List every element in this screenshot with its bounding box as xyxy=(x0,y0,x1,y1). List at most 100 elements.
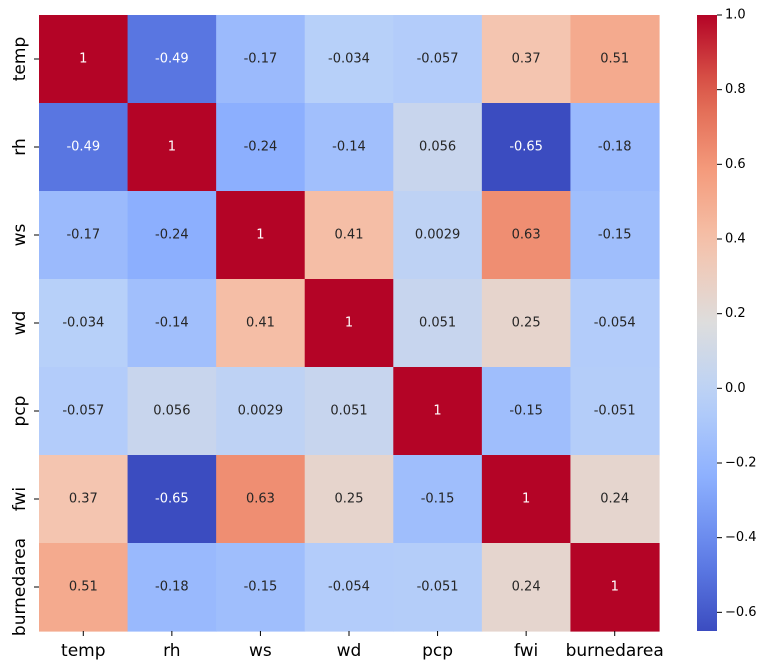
cell-value-pcp-pcp: 1 xyxy=(433,404,441,419)
cell-value-wd-fwi: 0.25 xyxy=(512,316,541,331)
colorbar-tick-label-2: 0.6 xyxy=(725,157,746,172)
heatmap-cell-rh-ws xyxy=(216,103,306,192)
heatmap-cell-fwi-burnedarea xyxy=(570,455,660,544)
y-tick-label-temp: temp xyxy=(10,37,30,81)
heatmap-cell-burnedarea-pcp xyxy=(393,543,483,632)
heatmap-cell-wd-ws xyxy=(216,279,306,368)
cell-value-burnedarea-burnedarea: 1 xyxy=(611,580,619,595)
cell-value-rh-fwi: -0.65 xyxy=(509,140,543,155)
heatmap-cell-rh-wd xyxy=(304,103,394,192)
heatmap-cell-ws-ws xyxy=(216,191,306,280)
heatmap-cell-pcp-pcp xyxy=(393,367,483,456)
cell-value-fwi-fwi: 1 xyxy=(522,492,530,507)
x-tick-label-pcp: pcp xyxy=(422,641,453,661)
heatmap-cell-fwi-pcp xyxy=(393,455,483,544)
x-tick-label-rh: rh xyxy=(163,641,180,661)
x-tick-label-temp: temp xyxy=(61,641,105,661)
cell-value-temp-ws: -0.17 xyxy=(244,52,278,67)
cell-value-burnedarea-wd: -0.054 xyxy=(328,580,370,595)
cell-value-rh-pcp: 0.056 xyxy=(419,140,456,155)
cell-value-fwi-ws: 0.63 xyxy=(246,492,275,507)
cell-value-temp-wd: -0.034 xyxy=(328,52,370,67)
heatmap-cell-pcp-ws xyxy=(216,367,306,456)
heatmap-cell-temp-burnedarea xyxy=(570,15,660,104)
cell-value-temp-temp: 1 xyxy=(79,52,87,67)
heatmap-cell-fwi-wd xyxy=(304,455,394,544)
cell-value-wd-burnedarea: -0.054 xyxy=(594,316,636,331)
colorbar-tick-label-1: 0.8 xyxy=(725,82,746,97)
heatmap-cell-temp-pcp xyxy=(393,15,483,104)
cell-value-rh-ws: -0.24 xyxy=(244,140,278,155)
heatmap-cell-ws-fwi xyxy=(481,191,572,280)
heatmap-cell-wd-temp xyxy=(39,279,129,368)
heatmap-cell-fwi-ws xyxy=(216,455,306,544)
cell-value-burnedarea-rh: -0.18 xyxy=(155,580,189,595)
y-tick-label-pcp: pcp xyxy=(10,396,30,427)
colorbar-tick-label-6: −0.2 xyxy=(725,456,757,471)
x-tick-label-burnedarea: burnedarea xyxy=(566,641,664,661)
heatmap-cell-pcp-fwi xyxy=(481,367,572,456)
heatmap-cell-rh-rh xyxy=(127,103,217,192)
colorbar-tick-label-4: 0.2 xyxy=(725,306,746,321)
cell-value-ws-burnedarea: -0.15 xyxy=(598,228,632,243)
cell-value-wd-pcp: 0.051 xyxy=(419,316,456,331)
heatmap-cell-burnedarea-ws xyxy=(216,543,306,632)
cell-value-fwi-wd: 0.25 xyxy=(335,492,364,507)
heatmap-cell-burnedarea-fwi xyxy=(481,543,572,632)
heatmap-cell-temp-rh xyxy=(127,15,217,104)
cell-value-pcp-ws: 0.0029 xyxy=(238,404,284,419)
y-tick-label-ws: ws xyxy=(10,223,30,246)
y-tick-label-fwi: fwi xyxy=(10,487,30,511)
heatmap-cell-temp-wd xyxy=(304,15,394,104)
heatmap-cell-fwi-rh xyxy=(127,455,217,544)
cell-value-rh-burnedarea: -0.18 xyxy=(598,140,632,155)
heatmap-cell-ws-pcp xyxy=(393,191,483,280)
y-tick-label-rh: rh xyxy=(10,138,30,155)
cell-value-temp-fwi: 0.37 xyxy=(512,52,541,67)
heatmap-cell-temp-temp xyxy=(39,15,129,104)
cell-value-fwi-temp: 0.37 xyxy=(69,492,98,507)
cell-value-ws-wd: 0.41 xyxy=(335,228,364,243)
cell-value-pcp-fwi: -0.15 xyxy=(509,404,543,419)
y-axis: temp rh ws wd pcp fwi burnedarea xyxy=(10,37,39,636)
y-tick-label-burnedarea: burnedarea xyxy=(10,538,30,636)
cell-value-wd-wd: 1 xyxy=(345,316,353,331)
cell-value-temp-pcp: -0.057 xyxy=(417,52,459,67)
cell-value-wd-rh: -0.14 xyxy=(155,316,189,331)
colorbar-tick-label-5: 0.0 xyxy=(725,381,746,396)
cell-value-pcp-temp: -0.057 xyxy=(62,404,104,419)
heatmap-cell-burnedarea-temp xyxy=(39,543,129,632)
cell-value-pcp-burnedarea: -0.051 xyxy=(594,404,636,419)
heatmap-cell-wd-burnedarea xyxy=(570,279,660,368)
heatmap-cell-burnedarea-wd xyxy=(304,543,394,632)
heatmap-cell-wd-rh xyxy=(127,279,217,368)
heatmap-cell-rh-burnedarea xyxy=(570,103,660,192)
cell-value-burnedarea-pcp: -0.051 xyxy=(417,580,459,595)
cell-value-fwi-pcp: -0.15 xyxy=(421,492,455,507)
heatmap-cell-rh-pcp xyxy=(393,103,483,192)
cell-value-pcp-wd: 0.051 xyxy=(330,404,367,419)
heatmap-cell-pcp-burnedarea xyxy=(570,367,660,456)
cell-value-ws-fwi: 0.63 xyxy=(512,228,541,243)
cell-value-rh-temp: -0.49 xyxy=(66,140,100,155)
cell-value-ws-pcp: 0.0029 xyxy=(415,228,461,243)
heatmap-cell-burnedarea-burnedarea xyxy=(570,543,660,632)
heatmap-cell-rh-fwi xyxy=(481,103,572,192)
cell-value-ws-rh: -0.24 xyxy=(155,228,189,243)
x-tick-label-wd: wd xyxy=(337,641,362,661)
heatmap-cell-temp-fwi xyxy=(481,15,572,104)
heatmap-cell-burnedarea-rh xyxy=(127,543,217,632)
heatmap-cell-ws-burnedarea xyxy=(570,191,660,280)
heatmap-cell-wd-wd xyxy=(304,279,394,368)
cell-value-fwi-rh: -0.65 xyxy=(155,492,189,507)
cell-value-wd-ws: 0.41 xyxy=(246,316,275,331)
cell-value-wd-temp: -0.034 xyxy=(62,316,104,331)
heatmap-cell-fwi-temp xyxy=(39,455,129,544)
heatmap-cell-pcp-rh xyxy=(127,367,217,456)
cell-value-temp-burnedarea: 0.51 xyxy=(600,52,629,67)
colorbar-tick-label-0: 1.0 xyxy=(725,8,746,23)
cell-value-temp-rh: -0.49 xyxy=(155,52,189,67)
heatmap-cell-wd-fwi xyxy=(481,279,572,368)
cell-value-ws-temp: -0.17 xyxy=(66,228,100,243)
